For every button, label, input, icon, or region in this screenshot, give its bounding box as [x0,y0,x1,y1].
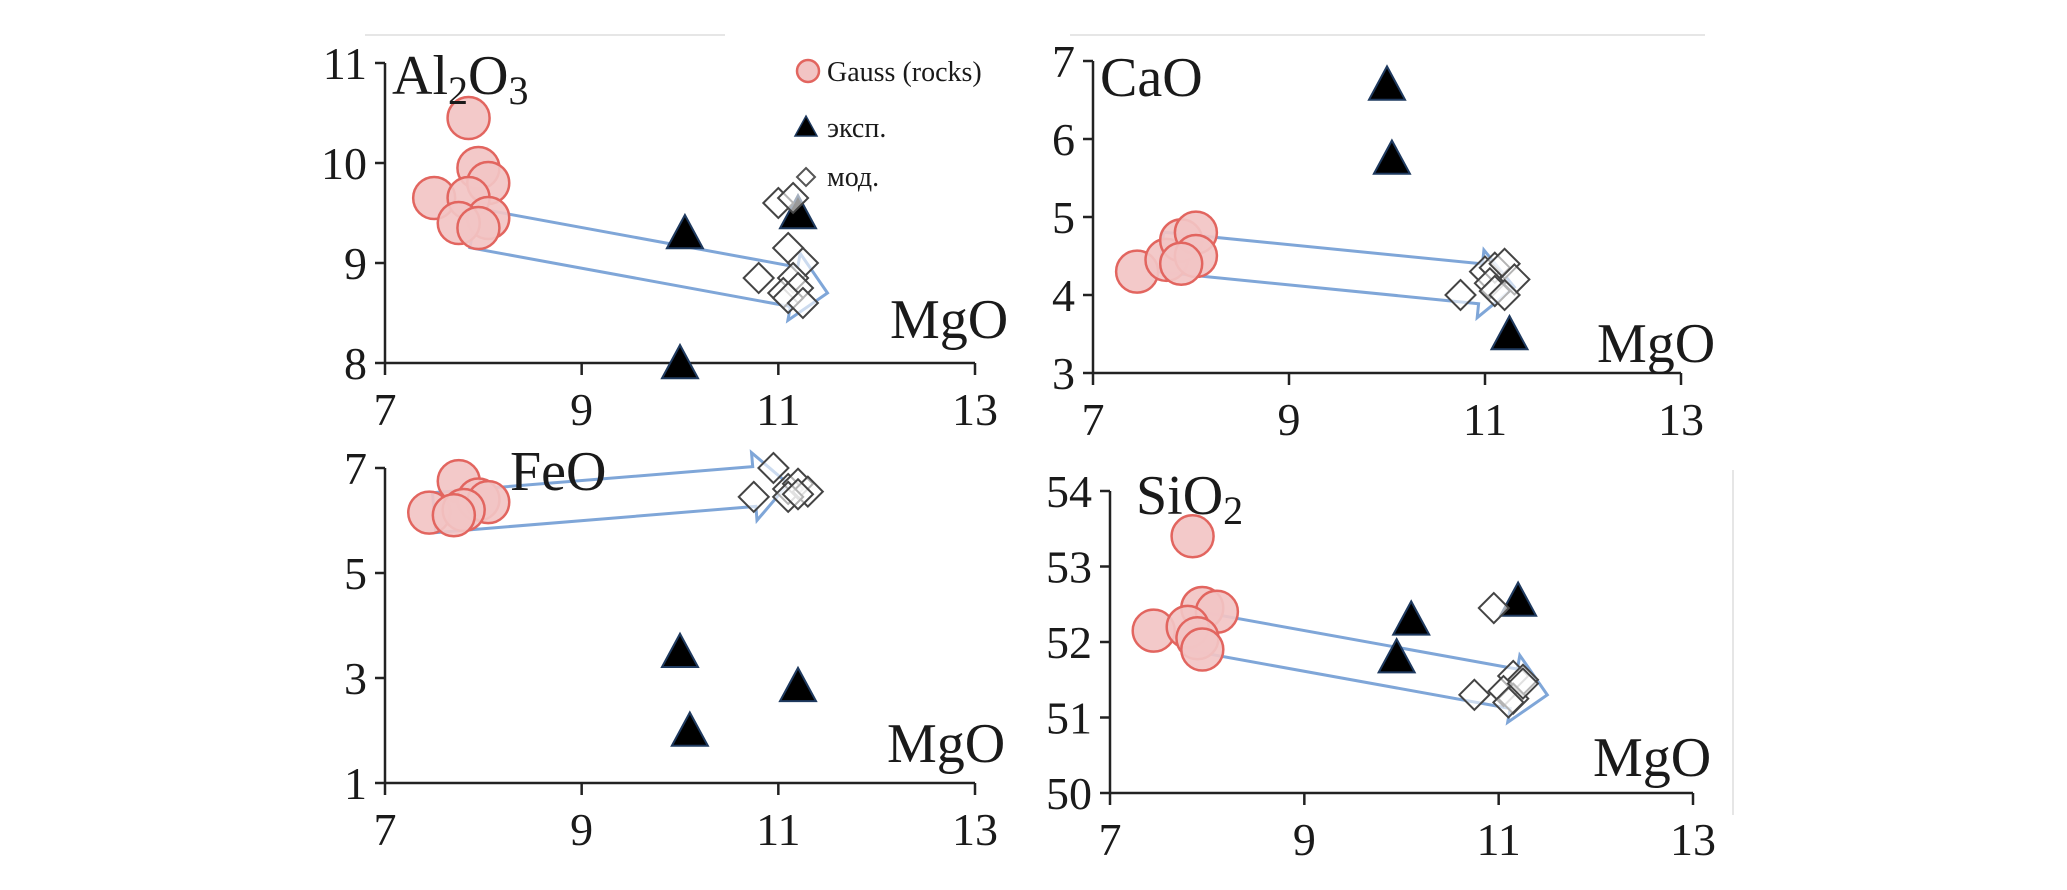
model-point [786,286,820,320]
panel2-xaxis-label: MgO [1597,313,1715,375]
y-tick-label: 9 [344,238,367,289]
y-tick-label: 5 [344,548,367,599]
panel4-xaxis-label: MgO [1593,727,1711,789]
y-tick-label: 5 [1052,192,1075,243]
experiment-point [778,192,818,230]
model-point [1444,278,1477,312]
y-tick-label: 3 [344,653,367,704]
panel-1: 8 9 10 11 7 9 11 13 [321,38,998,435]
gauss-rock-point [1158,241,1204,287]
gauss-rock-point [456,205,501,251]
x-tick-label: 13 [952,804,998,855]
experiment-point [1391,599,1431,636]
experiment-point [660,342,700,380]
model-point [781,477,815,511]
x-tick-label: 9 [1278,394,1301,445]
y-tick-label: 3 [1052,348,1075,399]
panel-4: 50 51 52 53 54 7 9 11 13 [1046,466,1716,865]
x-tick-label: 11 [1477,814,1521,865]
experiment-point [665,212,705,250]
panel3-element-label: FeO [510,441,606,503]
x-tick-label: 13 [1658,394,1704,445]
legend-diamond-marker [795,166,817,188]
gauss-rock-point [1180,627,1225,672]
x-tick-label: 7 [1099,814,1122,865]
y-tick-label: 53 [1046,542,1092,593]
legend-label-mod: мод. [827,162,879,193]
model-point [1477,591,1511,625]
panel3-xaxis-label: MgO [887,713,1005,775]
model-point [1491,685,1525,719]
x-tick-label: 11 [756,804,800,855]
x-tick-label: 11 [756,384,800,435]
experiment-point [670,710,710,747]
legend-label-exp: эксп. [827,113,886,144]
x-tick-label: 9 [570,804,593,855]
x-tick-label: 7 [1082,394,1105,445]
x-tick-label: 9 [570,384,593,435]
x-tick-label: 7 [374,384,397,435]
x-tick-label: 13 [1670,814,1716,865]
x-tick-label: 9 [1293,814,1316,865]
experiment-point [778,665,818,703]
legend-triangle-marker [793,114,819,137]
model-point [1488,278,1522,312]
panel1-xaxis-label: MgO [890,289,1008,351]
gauss-rock-point [431,493,477,538]
gauss-rock-point [1170,514,1215,559]
y-tick-label: 6 [1052,114,1075,165]
y-tick-label: 1 [344,758,367,809]
panel2-element-label: CaO [1100,47,1203,109]
x-tick-label: 7 [374,804,397,855]
panel1-element-label: Al2O3 [392,45,528,113]
x-tick-label: 11 [1463,394,1507,445]
y-tick-label: 4 [1052,270,1075,321]
experiment-point [660,631,700,669]
model-point [757,451,790,485]
model-point [737,480,771,514]
model-point [742,261,776,295]
model-point [1457,678,1491,712]
model-point [776,181,810,215]
y-tick-label: 50 [1046,768,1092,819]
y-tick-label: 7 [344,443,367,494]
gauss-rock-point [446,95,491,141]
y-tick-label: 7 [1052,36,1075,87]
legend: Gauss (rocks) эксп. мод. [793,57,982,193]
y-tick-label: 51 [1046,693,1092,744]
experiment-point [1367,64,1407,101]
experiment-point [1376,636,1417,674]
trend-arrow [468,206,830,324]
y-tick-label: 10 [321,138,367,189]
y-tick-label: 52 [1046,617,1092,668]
y-tick-label: 8 [344,338,367,389]
legend-circle-marker [795,58,821,84]
x-tick-label: 13 [952,384,998,435]
experiment-point [1372,138,1412,175]
panel-2: 3 4 5 6 7 7 9 11 13 [1052,36,1704,445]
model-point [1506,667,1540,700]
legend-label-gauss: Gauss (rocks) [827,57,982,88]
experiment-point [1489,313,1530,351]
panel4-element-label: SiO2 [1136,465,1243,533]
y-tick-label: 11 [323,38,367,89]
y-tick-label: 54 [1046,466,1092,517]
trend-arrow [1187,609,1550,726]
